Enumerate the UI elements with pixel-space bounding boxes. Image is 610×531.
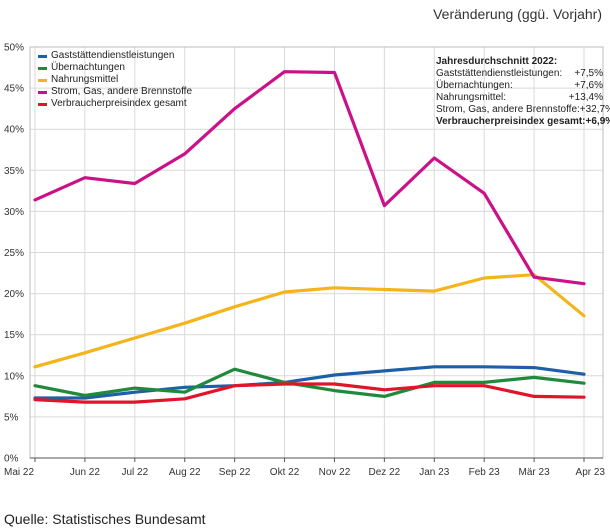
legend-label: Gaststättendienstleistungen — [51, 50, 175, 61]
series-line-gaststättendienstleistungen — [33, 365, 586, 400]
legend-entry: Nahrungsmittel — [38, 74, 192, 86]
x-tick-label: Aug 22 — [169, 467, 201, 478]
series-line-strom-gas-andere-brennstoffe — [33, 70, 586, 286]
summary-value: +7,6% — [574, 80, 603, 91]
x-tick-labels: Mai 22 Jun 22 Jul 22 Aug 22 Sep 22 Okt 22 Nov … — [4, 467, 605, 478]
legend-label: Nahrungsmittel — [51, 74, 119, 85]
x-tick-label: Mai 22 — [4, 467, 34, 478]
y-tick-label: 0% — [4, 454, 19, 465]
summary-value: +32,7% — [579, 104, 610, 115]
y-tick-label: 10% — [4, 371, 24, 382]
series-line-übernachtungen — [33, 367, 586, 398]
legend: Gaststättendienstleistungen Übernachtunge… — [38, 50, 192, 110]
y-tick-label: 30% — [4, 207, 24, 218]
summary-row: Übernachtungen: +7,6% — [436, 80, 603, 92]
legend-entry: Übernachtungen — [38, 62, 192, 74]
legend-swatch — [38, 54, 47, 58]
legend-label: Übernachtungen — [51, 62, 125, 73]
summary-value: +7,5% — [574, 68, 603, 79]
summary-row: Verbraucherpreisindex gesamt:+6,9% — [436, 116, 610, 128]
legend-swatch — [38, 102, 47, 106]
annual-average-box: Jahresdurchschnitt 2022: Gaststättendien… — [436, 56, 610, 128]
x-tick-label: Dez 22 — [369, 467, 401, 478]
y-tick-label: 25% — [4, 248, 24, 259]
summary-label: Übernachtungen: — [436, 80, 513, 91]
y-tick-label: 40% — [4, 125, 24, 136]
legend-swatch — [38, 78, 47, 82]
y-tick-label: 35% — [4, 166, 24, 177]
series-line-verbraucherpreisindex-gesamt — [33, 382, 586, 404]
legend-swatch — [38, 90, 47, 94]
y-tick-labels: 0% 5% 10% 15% 20% 25% 30% 35% 40% 45% 50% — [4, 43, 24, 465]
x-tick-label: Nov 22 — [319, 467, 351, 478]
summary-value: +13,4% — [568, 92, 603, 103]
unit-label: Veränderung (ggü. Vorjahr) — [433, 6, 602, 22]
summary-label: Strom, Gas, andere Brennstoffe: — [436, 104, 580, 115]
legend-label: Verbraucherpreisindex gesamt — [51, 98, 187, 109]
x-tick-label: Mär 23 — [519, 467, 551, 478]
summary-row: Nahrungsmittel: +13,4% — [436, 92, 603, 104]
y-tick-label: 5% — [4, 412, 19, 423]
summary-value: +6,9% — [585, 116, 610, 127]
legend-entry: Verbraucherpreisindex gesamt — [38, 98, 192, 110]
x-tick-label: Jun 22 — [70, 467, 100, 478]
series-line-nahrungsmittel — [33, 273, 586, 369]
x-tick-label: Feb 23 — [469, 467, 501, 478]
legend-label: Strom, Gas, andere Brennstoffe — [51, 86, 193, 97]
series-lines — [33, 70, 586, 404]
source-note: Quelle: Statistisches Bundesamt — [4, 511, 206, 527]
legend-entry: Strom, Gas, andere Brennstoffe — [38, 86, 192, 98]
y-tick-label: 45% — [4, 84, 24, 95]
summary-row: Strom, Gas, andere Brennstoffe:+32,7% — [436, 104, 610, 116]
line-chart: 0% 5% 10% 15% 20% 25% 30% 35% 40% 45% 50% Mai 22 Ju… — [4, 43, 605, 479]
summary-label: Verbraucherpreisindex gesamt: — [436, 116, 586, 127]
x-tick-label: Jan 23 — [419, 467, 449, 478]
x-tick-label: Apr 23 — [576, 467, 606, 478]
y-tick-label: 20% — [4, 289, 24, 300]
summary-title: Jahresdurchschnitt 2022: — [436, 56, 558, 67]
x-tick-label: Sep 22 — [219, 467, 251, 478]
summary-label: Nahrungsmittel: — [436, 92, 507, 103]
summary-rows: Gaststättendienstleistungen: +7,5% Übernac… — [436, 68, 610, 128]
x-tick-label: Jul 22 — [121, 467, 148, 478]
y-tick-label: 50% — [4, 43, 24, 54]
y-tick-label: 15% — [4, 330, 24, 341]
summary-row: Gaststättendienstleistungen: +7,5% — [436, 68, 603, 80]
axes — [29, 46, 604, 462]
x-tick-label: Okt 22 — [270, 467, 300, 478]
summary-label: Gaststättendienstleistungen: — [436, 68, 563, 79]
legend-swatch — [38, 66, 47, 70]
legend-entry: Gaststättendienstleistungen — [38, 50, 192, 62]
